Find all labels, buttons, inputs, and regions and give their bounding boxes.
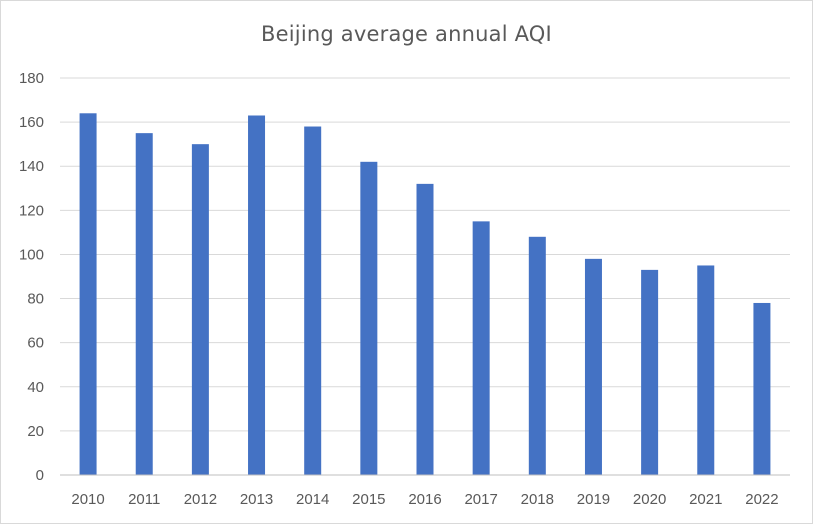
bar-2021 [697,265,715,475]
x-tick-label: 2019 [577,491,610,508]
x-tick-label: 2015 [352,491,385,508]
y-tick-label: 20 [27,423,44,440]
x-tick-label: 2011 [128,491,160,508]
bar-2015 [360,161,378,476]
y-tick-label: 60 [27,335,44,352]
y-tick-label: 180 [19,70,44,87]
y-tick-label: 0 [36,467,44,484]
bar-2019 [584,258,602,475]
x-tick-label: 2010 [71,491,104,508]
x-tick-label: 2016 [408,491,441,508]
bar-2020 [641,269,659,475]
y-tick-label: 160 [19,114,44,131]
x-tick-label: 2022 [745,491,778,508]
x-tick-label: 2018 [521,491,554,508]
bars [79,113,771,476]
y-tick-label: 100 [19,246,44,263]
y-tick-label: 120 [19,202,44,219]
x-tick-label: 2017 [464,491,497,508]
bar-2017 [472,221,490,475]
bar-2022 [753,302,771,475]
y-tick-label: 80 [27,291,44,308]
x-tick-label: 2020 [633,491,666,508]
y-tick-label: 40 [27,379,44,396]
bar-2010 [79,113,97,476]
x-tick-label: 2014 [296,491,329,508]
bar-2016 [416,183,434,475]
bar-2011 [135,133,153,475]
y-tick-label: 140 [19,158,44,175]
x-tick-label: 2013 [240,491,273,508]
chart-title: Beijing average annual AQI [261,22,552,46]
bar-2018 [528,236,546,475]
bar-2014 [304,126,322,476]
bar-2013 [248,115,266,475]
tick-labels: 0 20 40 60 80 100 120 140 160 180 2010 2011 2012 2013… [19,70,779,508]
x-tick-label: 2021 [689,491,722,508]
bar-2012 [191,144,209,475]
x-tick-label: 2012 [184,491,217,508]
